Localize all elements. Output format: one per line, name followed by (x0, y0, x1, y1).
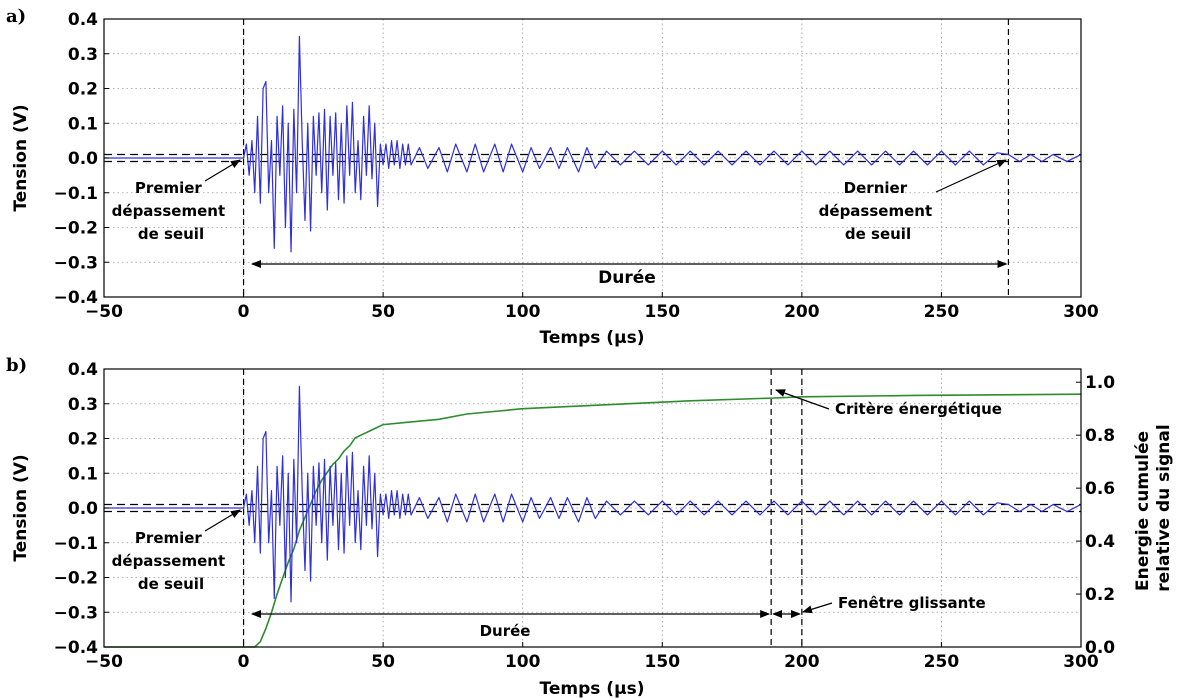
panel-b: b) −0.4−0.3−0.2−0.10.00.10.20.30.4 0.00.… (6, 355, 1174, 698)
panel-a-last-line-1: Dernier (844, 179, 908, 197)
y-tick-label: 0.0 (68, 149, 98, 169)
panel-b-x-axis-label: Temps (µs) (540, 679, 645, 698)
y-tick-label: −0.3 (54, 253, 98, 273)
y-tick-label: 0.1 (68, 114, 98, 134)
panel-b-y-ticks: −0.4 −0.3 −0.2 −0.1 0.0 0.1 0.2 0.3 0.4 (54, 360, 109, 658)
panel-a-last-line-3: de seuil (845, 225, 911, 243)
y-tick-label: 0.0 (68, 499, 98, 519)
y-tick-label: −0.4 (54, 638, 99, 658)
panel-a-last-line-2: dépassement (819, 202, 932, 220)
x-tick-label: 150 (645, 302, 681, 322)
panel-a-first-line-2: dépassement (112, 202, 225, 220)
panel-a-x-axis-label: Temps (µs) (540, 328, 645, 348)
x-tick-label: 250 (924, 652, 960, 672)
y2-tick-label: 0.2 (1085, 585, 1115, 605)
y2-tick-label: 0.8 (1085, 426, 1115, 446)
panel-b-y2-label-line-1: Energie cumulée (1133, 431, 1153, 591)
panel-b-energy-curve (104, 393, 1082, 648)
panel-a-y-axis-label: Tension (V) (11, 104, 31, 211)
panel-a-first-crossing-label: Premier dépassement de seuil (112, 179, 231, 243)
y-tick-label: 0.2 (68, 430, 98, 450)
y-tick-label: −0.1 (54, 534, 98, 554)
panel-a-vlines (242, 19, 1010, 297)
panel-b-y2-axis-label: Energie cumulée relative du signal (1133, 424, 1174, 591)
y2-tick-label: 1.0 (1085, 373, 1115, 393)
x-tick-label: 250 (924, 302, 960, 322)
panel-a-first-line-1: Premier (135, 179, 203, 197)
x-tick-label: 100 (505, 302, 541, 322)
x-tick-label: 150 (645, 652, 681, 672)
x-tick-label: 300 (1063, 302, 1099, 322)
panel-a-duration-label: Durée (598, 268, 656, 288)
x-tick-label: 0 (238, 302, 250, 322)
y-tick-label: 0.2 (68, 80, 98, 100)
panel-a: a) −0.4 −0.3 −0.2 −0.1 0.0 0.1 0.2 0.3 0.4 −50 0 5… (6, 6, 1099, 348)
panel-a-x-ticks: −50 0 50 100 150 200 250 300 (85, 292, 1099, 322)
y-tick-label: −0.4 (54, 288, 99, 308)
panel-b-y-axis-label: Tension (V) (11, 454, 31, 561)
y-tick-label: 0.3 (68, 45, 98, 65)
signal-line (104, 385, 1082, 603)
y-tick-label: 0.4 (68, 10, 98, 30)
y-tick-label: 0.3 (68, 395, 98, 415)
panel-b-y2-label-line-2: relative du signal (1154, 424, 1174, 591)
panel-b-duration-label: Durée (480, 622, 531, 640)
energy-curve-line (104, 393, 1082, 648)
y2-tick-label: 0.4 (1085, 532, 1115, 552)
panel-b-first-crossing-label: Premier dépassement de seuil (112, 529, 231, 593)
panel-a-last-crossing-label: Dernier dépassement de seuil (819, 179, 938, 243)
panel-a-first-crossing-arrow (204, 159, 241, 182)
panel-a-y-ticks: −0.4 −0.3 −0.2 −0.1 0.0 0.1 0.2 0.3 0.4 (54, 10, 109, 308)
panel-b-signal (104, 385, 1082, 603)
y-tick-label: 0.4 (68, 360, 98, 380)
panel-a-signal (104, 35, 1082, 253)
x-tick-label: 0 (238, 652, 250, 672)
panel-b-first-line-1: Premier (135, 529, 203, 547)
panel-b-first-line-2: dépassement (112, 552, 225, 570)
panel-b-letter: b) (6, 355, 27, 376)
panel-b-energy-criterion-label: Critère énergétique (835, 400, 1002, 418)
panel-b-first-crossing-arrow (204, 509, 241, 532)
y-tick-label: −0.2 (54, 219, 98, 239)
y-tick-label: −0.3 (54, 603, 98, 623)
panel-b-first-line-3: de seuil (138, 575, 204, 593)
x-tick-label: 50 (371, 652, 395, 672)
y2-tick-label: 0.0 (1085, 638, 1115, 658)
panel-a-last-crossing-arrow (935, 159, 1007, 193)
signal-line (104, 35, 1082, 253)
x-tick-label: 300 (1063, 652, 1099, 672)
panel-b-y2-ticks: 0.0 0.2 0.4 0.6 0.8 1.0 (1076, 373, 1115, 658)
y-tick-label: −0.1 (54, 184, 98, 204)
panel-b-x-ticks: −50 0 50 100 150 200 250 300 (85, 642, 1099, 672)
x-tick-label: 50 (371, 302, 395, 322)
panel-b-vlines (242, 369, 803, 647)
y-tick-label: −0.2 (54, 569, 98, 589)
panel-b-window-label: Fenêtre glissante (838, 594, 986, 612)
x-tick-label: 200 (784, 652, 820, 672)
y2-tick-label: 0.6 (1085, 479, 1115, 499)
x-tick-label: 100 (505, 652, 541, 672)
x-tick-label: −50 (85, 302, 123, 322)
x-tick-label: 200 (784, 302, 820, 322)
x-tick-label: −50 (85, 652, 123, 672)
panel-b-window-pointer (802, 602, 833, 614)
y-tick-label: 0.1 (68, 464, 98, 484)
panel-a-first-line-3: de seuil (138, 225, 204, 243)
panel-a-letter: a) (6, 6, 26, 27)
panel-b-energy-criterion-pointer (775, 389, 830, 410)
